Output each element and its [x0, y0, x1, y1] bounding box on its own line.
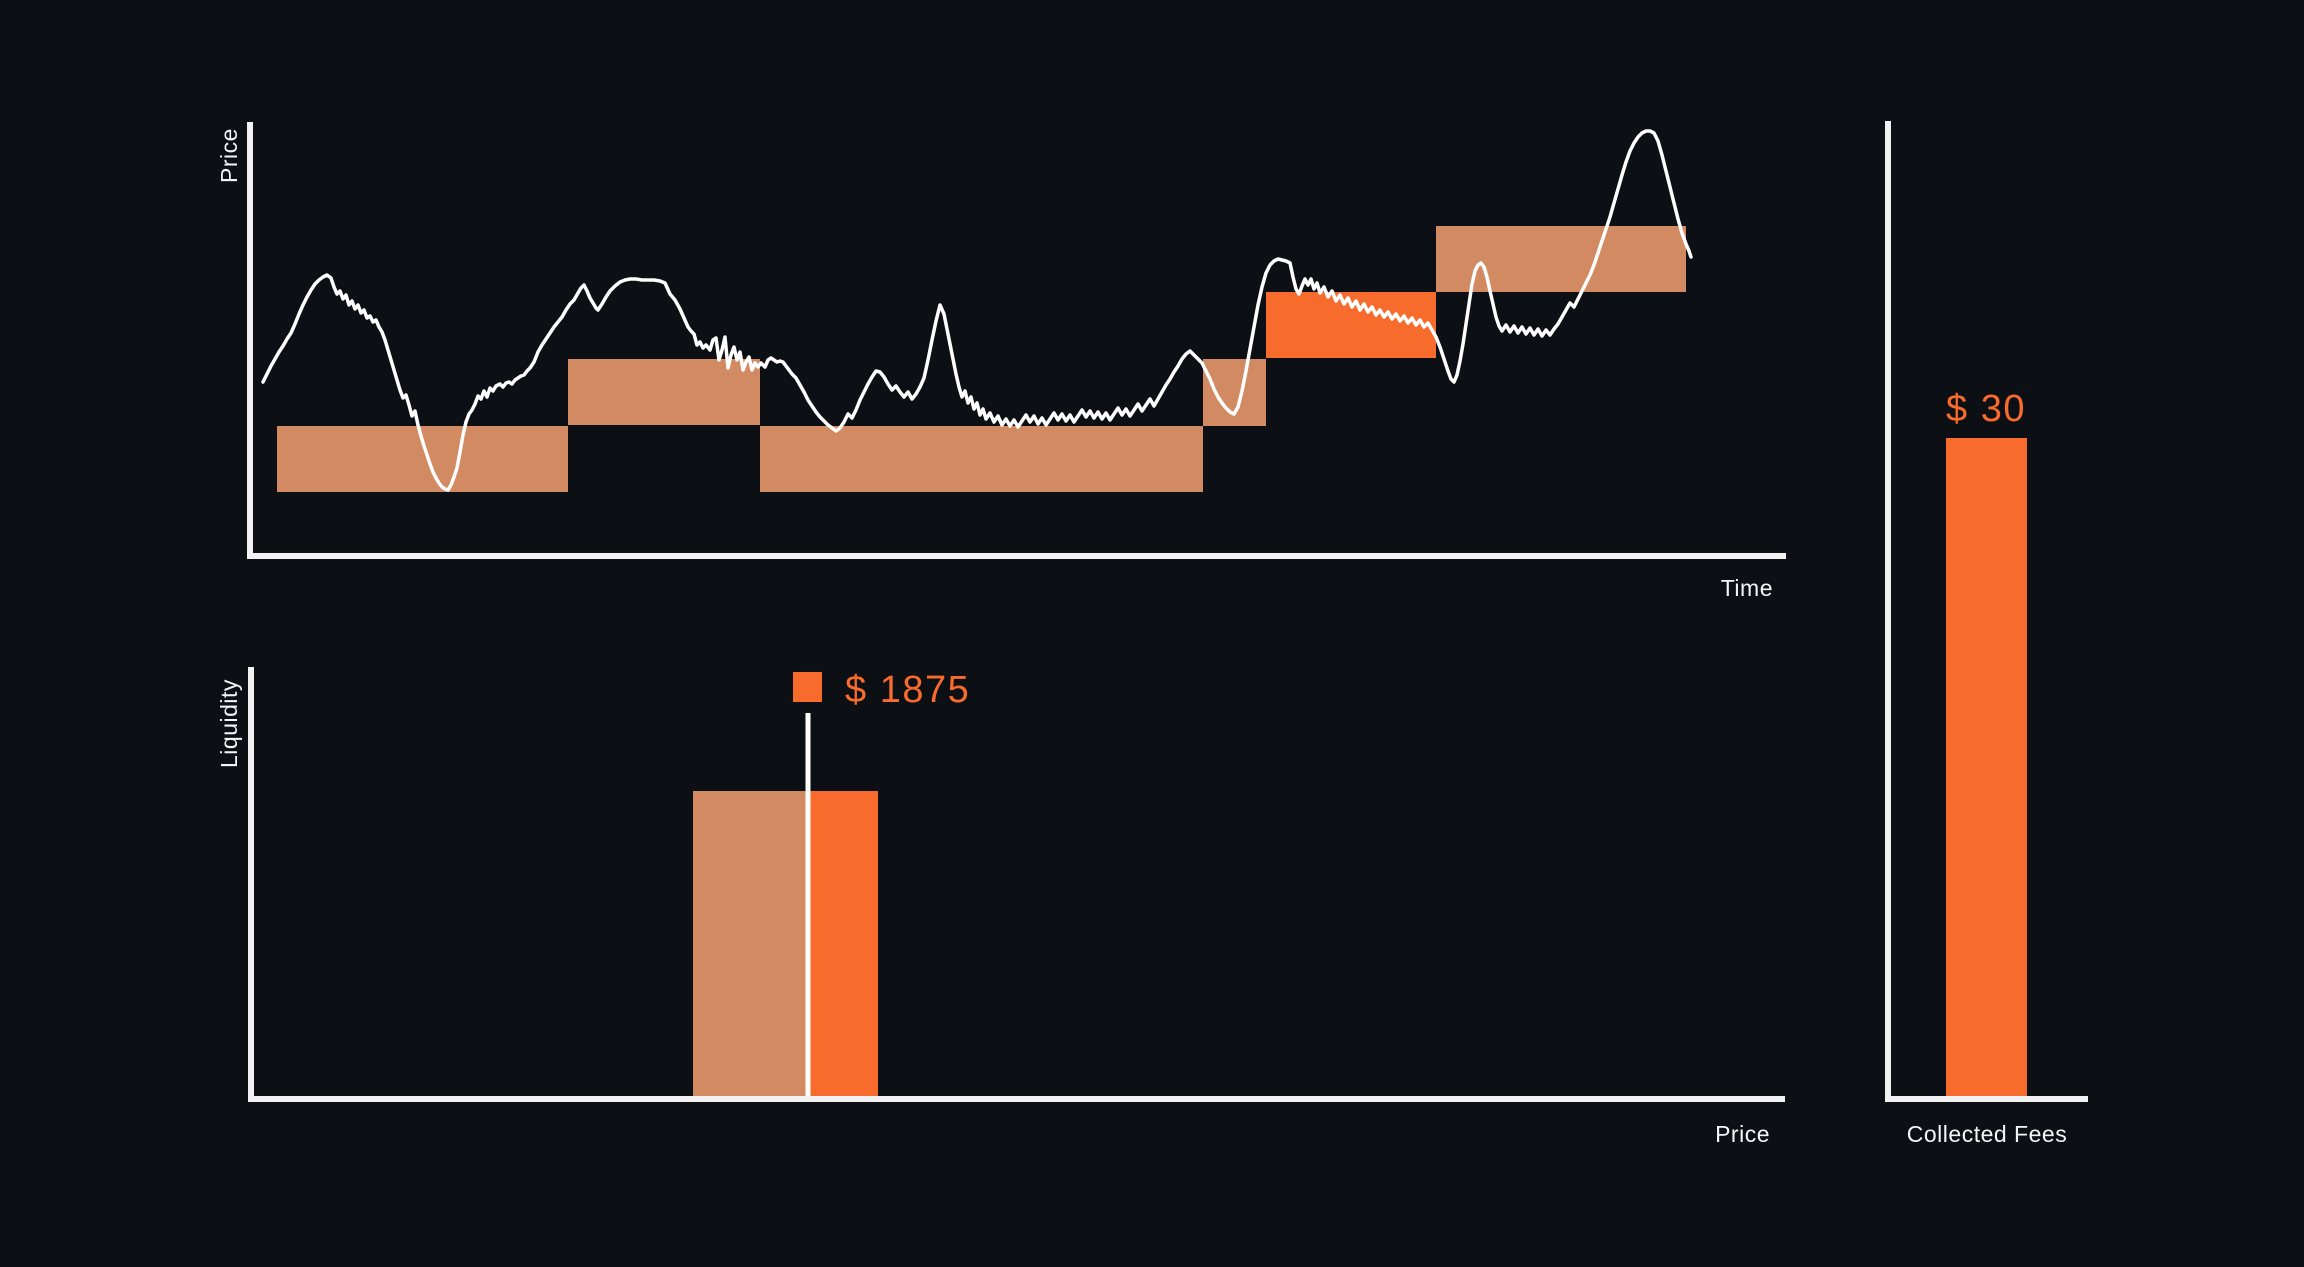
price-time-axes [247, 122, 1786, 559]
legend-swatch [793, 672, 822, 702]
liquidity-bars-layer [693, 791, 878, 1100]
collected-fees-chart: $ 30 Collected Fees [1885, 121, 2088, 1147]
price-axis-label: Price [216, 128, 242, 183]
collected-fees-axes [1885, 121, 2088, 1102]
liquidity-axes [248, 667, 1785, 1102]
fees-bar-layer [1946, 438, 2027, 1100]
collected-fees-value: $ 30 [1946, 388, 2026, 430]
price-axis-label-bottom: Liquidity [216, 679, 242, 768]
liquidity-ranges-layer [277, 226, 1686, 492]
liquidity-xlabel: Price [1715, 1121, 1770, 1147]
liquidity-range-3-inactive [1203, 359, 1266, 426]
liquidity-range-1-inactive [568, 359, 760, 425]
liquidity-bar-inactive [693, 791, 807, 1100]
liquidity-range-5-inactive [1436, 226, 1686, 292]
current-price-value: $ 1875 [845, 669, 970, 711]
collected-fees-bar [1946, 438, 2027, 1100]
price-time-chart: Price Time [216, 122, 1786, 601]
liquidity-chart: $ 1875 Liquidity Price [216, 667, 1785, 1147]
liquidity-range-2-inactive [760, 426, 1203, 492]
time-axis-label: Time [1721, 575, 1773, 601]
liquidity-bar-active [807, 791, 878, 1100]
price-line [261, 129, 1693, 492]
collected-fees-label: Collected Fees [1907, 1121, 2067, 1147]
